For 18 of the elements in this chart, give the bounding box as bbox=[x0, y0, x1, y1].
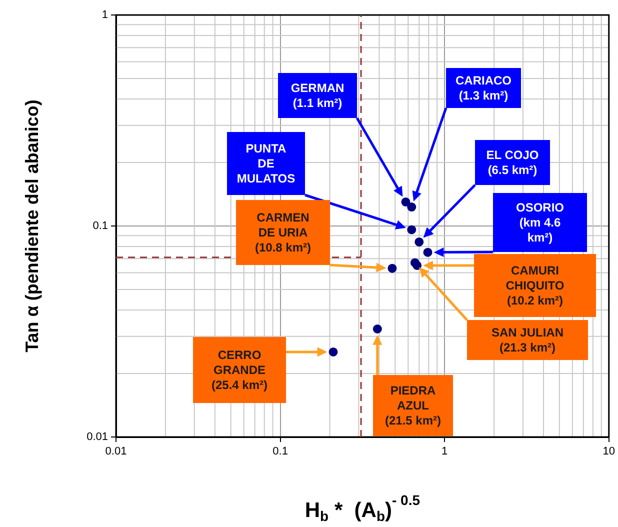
annotation: PIEDRA AZUL (21.5 km²) bbox=[384, 384, 442, 428]
annotation: CERRO GRANDE (25.4 km²) bbox=[211, 348, 268, 392]
y-tick-label: 0.01 bbox=[86, 431, 108, 444]
x-tick-label: 0.1 bbox=[272, 446, 288, 458]
x-tick-label: 1 bbox=[442, 446, 448, 458]
x-tick-label: 10 bbox=[602, 446, 616, 458]
annotation: GERMAN (1.1 km²) bbox=[290, 81, 344, 110]
annotation: OSORIO (km 4.6 km²) bbox=[516, 200, 564, 244]
annotation: PUNTA DE MULATOS bbox=[236, 142, 296, 186]
annotation: EL COJO (6.5 km²) bbox=[486, 148, 539, 177]
y-axis-title: Tan α (pendiente del abanico) bbox=[22, 100, 42, 352]
annotation: CARMEN DE URIA (10.8 km²) bbox=[254, 210, 312, 254]
annotation: CAMURI CHIQUITO (10.2 km²) bbox=[506, 264, 564, 308]
annotation: SAN JULIAN (21.3 km²) bbox=[491, 326, 564, 354]
annotation: CARIACO (1.3 km²) bbox=[456, 74, 512, 102]
y-tick-label: 0.1 bbox=[92, 220, 108, 232]
y-tick-label: 1 bbox=[102, 9, 108, 22]
x-tick-label: 0.01 bbox=[105, 446, 127, 458]
